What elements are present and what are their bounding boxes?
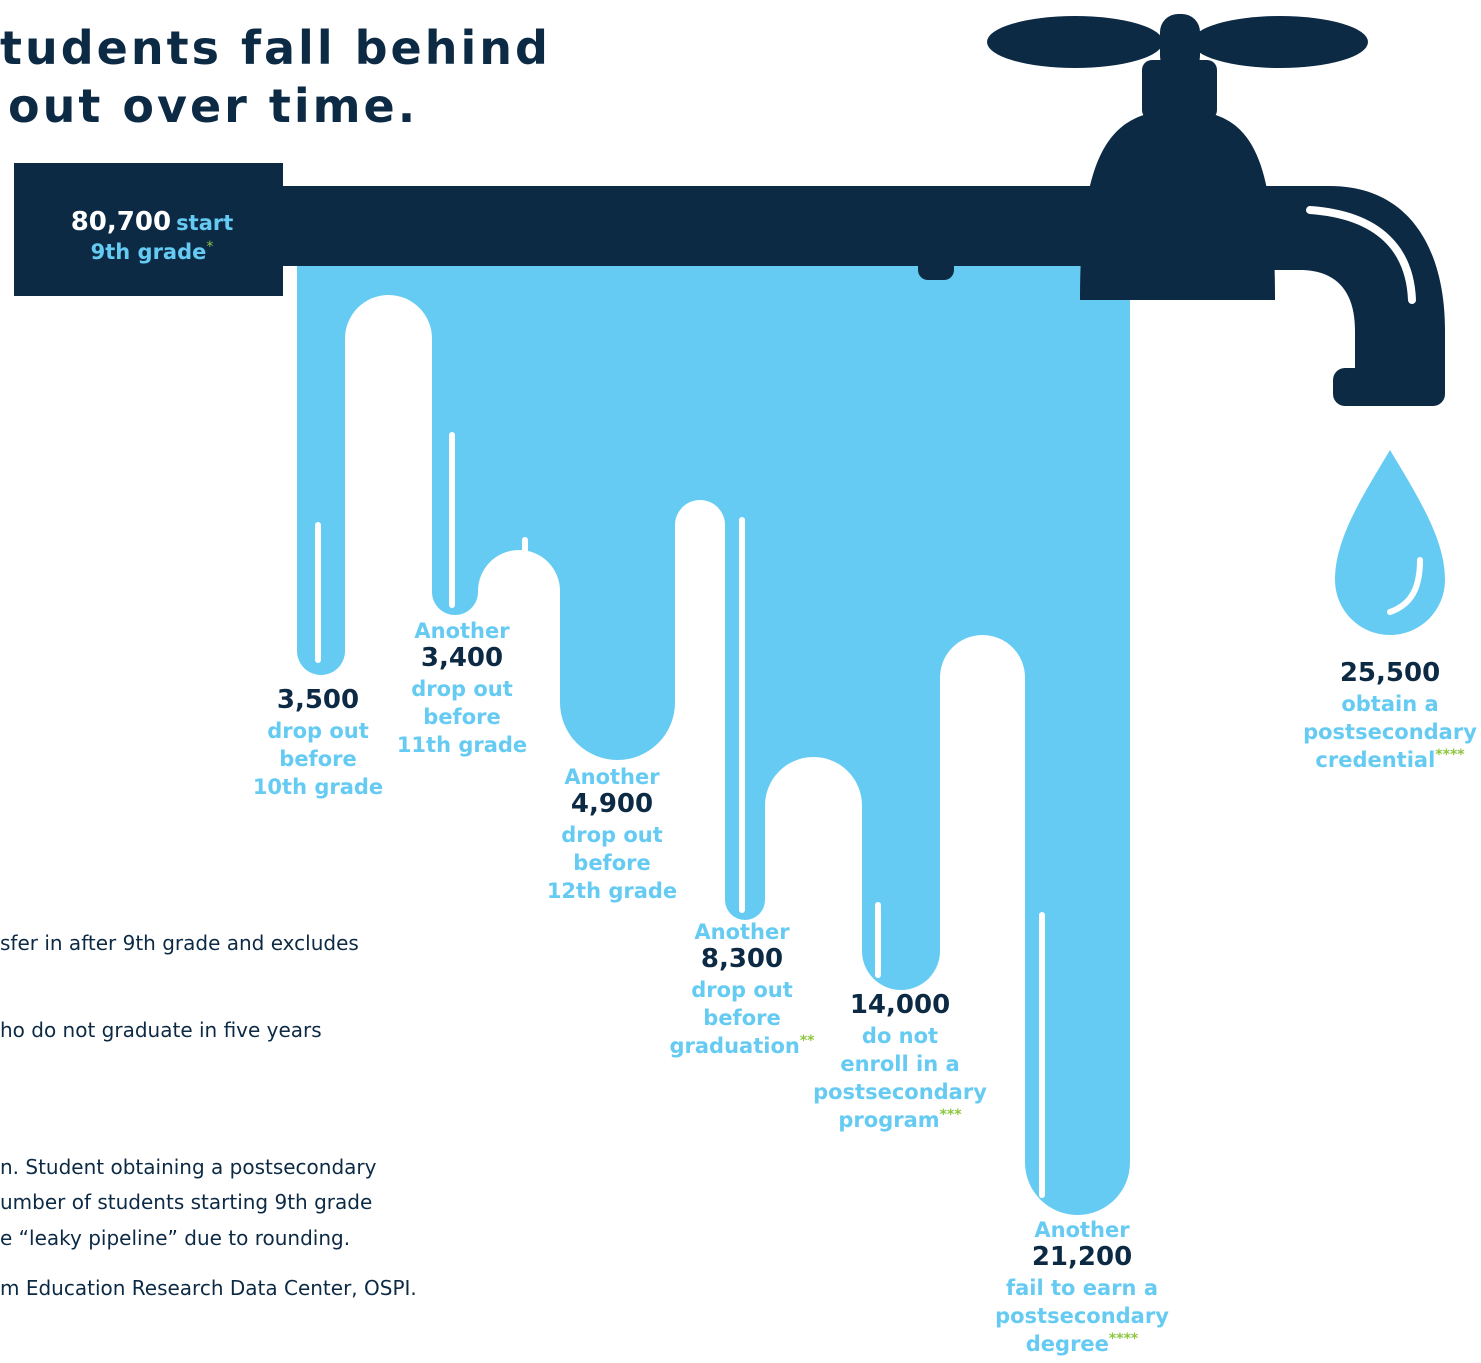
description: obtain a: [1341, 692, 1438, 716]
drop: [1335, 450, 1445, 635]
description: drop out: [267, 719, 369, 743]
count: 14,000: [850, 990, 950, 1020]
gap-top: [765, 757, 862, 854]
pipe-joint: [918, 250, 954, 280]
footnote: ho do not graduate in five years: [0, 1018, 322, 1042]
description: before: [703, 1006, 780, 1030]
description: before: [279, 747, 356, 771]
description: postsecondary: [813, 1080, 987, 1104]
water-fill: [764, 265, 863, 806]
description-line: degree: [1026, 1332, 1109, 1356]
description-line: obtain a: [1341, 692, 1438, 716]
footnote-mark: **: [800, 1033, 815, 1049]
description-line: do not: [862, 1024, 938, 1048]
count: 8,300: [701, 944, 783, 974]
description-line: 11th grade: [397, 733, 527, 757]
footnote: n. Student obtaining a postsecondary: [0, 1155, 377, 1179]
count: 3,400: [421, 643, 503, 673]
title-line: tudents fall behind: [0, 21, 551, 75]
description-line: postsecondary: [813, 1080, 987, 1104]
description-line: before: [279, 747, 356, 771]
page: tudents fall behind out over time. 80,70…: [0, 0, 1481, 1363]
drip: [560, 265, 675, 760]
description: enroll in a: [840, 1052, 959, 1076]
description: before: [423, 705, 500, 729]
leak-prefix: Another: [1034, 1218, 1130, 1242]
pipe-label: 80,700 start: [71, 207, 234, 237]
description-line: before: [573, 851, 650, 875]
water-fill: [477, 265, 561, 591]
pipe: [283, 186, 1133, 266]
description-line: graduation: [670, 1034, 800, 1058]
footnote: m Education Research Data Center, OSPI.: [0, 1276, 417, 1300]
footnote-mark: ***: [940, 1107, 963, 1123]
description: drop out: [561, 823, 663, 847]
description-line: enroll in a: [840, 1052, 959, 1076]
gap-top: [675, 500, 725, 550]
description: graduation**: [670, 1033, 816, 1058]
leak-prefix: Another: [564, 765, 660, 789]
description: before: [573, 851, 650, 875]
description-line: program: [838, 1108, 939, 1132]
description: drop out: [691, 978, 793, 1002]
description-line: credential: [1315, 748, 1435, 772]
description-line: 10th grade: [253, 775, 383, 799]
leak-prefix: Another: [414, 619, 510, 643]
water-fill: [939, 265, 1026, 678]
description-line: postsecondary: [1303, 720, 1477, 744]
footnote: e “leaky pipeline” due to rounding.: [0, 1226, 350, 1250]
footnote-mark: ****: [1109, 1331, 1139, 1347]
start-count: 80,700: [71, 207, 171, 237]
description: degree****: [1026, 1331, 1139, 1356]
spout-tip: [1333, 368, 1445, 406]
description: do not: [862, 1024, 938, 1048]
description-line: fail to earn a: [1006, 1276, 1158, 1300]
footnote-mark: ****: [1435, 747, 1465, 763]
footnote: umber of students starting 9th grade: [0, 1190, 372, 1214]
pipe-label: 9th grade*: [91, 239, 214, 264]
description-line: drop out: [411, 677, 513, 701]
description: 12th grade: [547, 879, 677, 903]
description: fail to earn a: [1006, 1276, 1158, 1300]
description: 11th grade: [397, 733, 527, 757]
description: postsecondary: [1303, 720, 1477, 744]
start-label: start: [176, 211, 233, 235]
gap-top: [940, 635, 1025, 720]
description: credential****: [1315, 747, 1465, 772]
description-line: drop out: [267, 719, 369, 743]
description: program***: [838, 1107, 962, 1132]
handle-right: [1192, 16, 1368, 68]
description-line: before: [423, 705, 500, 729]
leak-prefix: Another: [694, 920, 790, 944]
start-grade: 9th grade: [91, 240, 207, 264]
infographic: tudents fall behind out over time. 80,70…: [0, 0, 1481, 1363]
description: postsecondary: [995, 1304, 1169, 1328]
count: 21,200: [1032, 1242, 1132, 1272]
gap-top: [345, 295, 432, 382]
title-line: out over time.: [8, 79, 418, 133]
count: 25,500: [1340, 658, 1440, 688]
faucet-body: [1080, 110, 1275, 300]
count: 4,900: [571, 789, 653, 819]
description: drop out: [411, 677, 513, 701]
drip: [862, 265, 940, 990]
description-line: postsecondary: [995, 1304, 1169, 1328]
footnote: sfer in after 9th grade and excludes: [0, 931, 359, 955]
handle-left: [987, 16, 1163, 68]
description-line: 12th grade: [547, 879, 677, 903]
description-line: drop out: [691, 978, 793, 1002]
footnotes: sfer in after 9th grade and excludes ho d…: [0, 931, 417, 1300]
description-line: before: [703, 1006, 780, 1030]
description: 10th grade: [253, 775, 383, 799]
footnote-mark: *: [206, 239, 213, 255]
water-fill: [674, 265, 726, 525]
count: 3,500: [277, 685, 359, 715]
description-line: drop out: [561, 823, 663, 847]
